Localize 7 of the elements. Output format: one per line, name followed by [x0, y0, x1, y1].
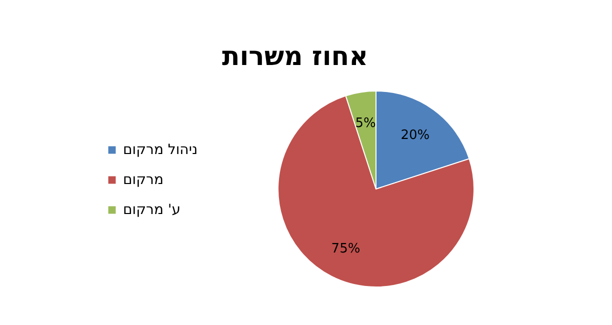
data-label: 5%: [355, 116, 376, 132]
data-label: 20%: [400, 128, 430, 144]
legend-label: מרקום: [123, 172, 164, 188]
legend-label: ע' מרקום: [123, 202, 181, 218]
data-label: 75%: [331, 241, 360, 256]
chart-title: אחוז משרות: [222, 42, 368, 72]
legend-label: ניהול מרקום: [123, 142, 198, 158]
